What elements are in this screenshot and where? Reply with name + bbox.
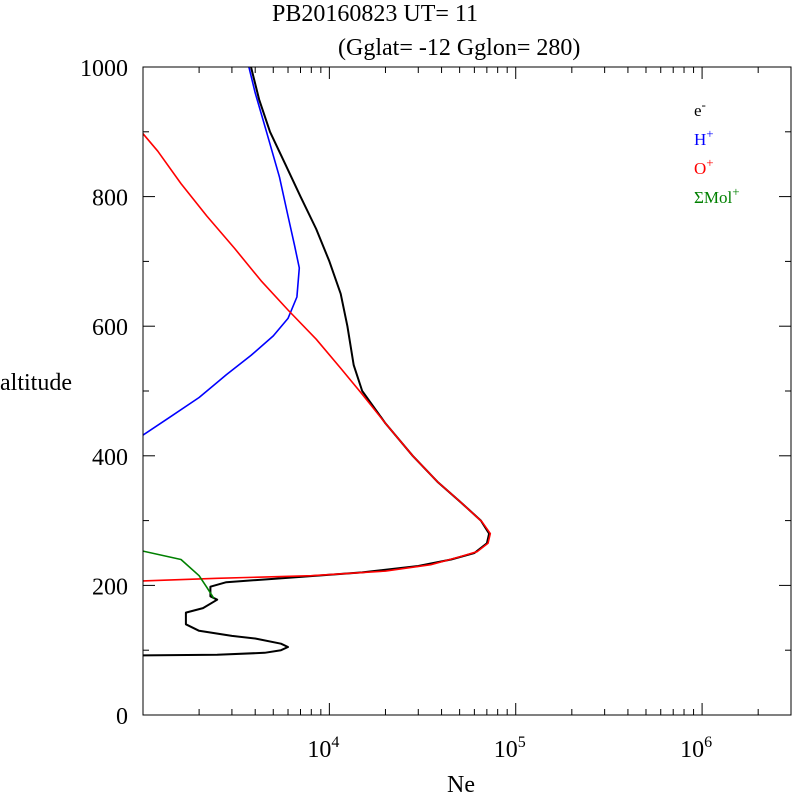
x-tick-label: 104	[307, 734, 339, 763]
legend-entry-2: O+	[694, 155, 714, 178]
legend-entry-3: ΣMol+	[694, 184, 740, 207]
chart-title-line2: (Gglat= -12 Gglon= 280)	[338, 35, 580, 61]
x-tick-label: 105	[494, 734, 526, 763]
series-line-3	[143, 550, 215, 599]
x-tick-label: 106	[680, 734, 712, 763]
y-axis-label: altitude	[0, 370, 72, 396]
series-line-2	[143, 133, 492, 582]
legend-entry-0: e-	[694, 97, 706, 120]
y-tick-label: 200	[92, 574, 128, 600]
legend-entry-1: H+	[694, 126, 714, 149]
x-axis: 104 105 106	[142, 67, 792, 763]
y-tick-label: 0	[116, 704, 128, 730]
y-tick-label: 1000	[80, 56, 128, 82]
y-tick-label: 600	[92, 315, 128, 341]
series-line-0	[143, 67, 491, 657]
y-tick-label: 400	[92, 445, 128, 471]
x-axis-label: Ne	[447, 772, 475, 796]
legend: e- H+ O+ ΣMol+	[694, 97, 740, 207]
chart-title-line1: PB20160823 UT= 11	[272, 1, 478, 27]
y-tick-label: 800	[92, 186, 128, 212]
y-axis: 0 200 400 600 800 1000	[80, 56, 791, 730]
series-line-1	[143, 67, 301, 436]
series-layer	[143, 67, 492, 657]
